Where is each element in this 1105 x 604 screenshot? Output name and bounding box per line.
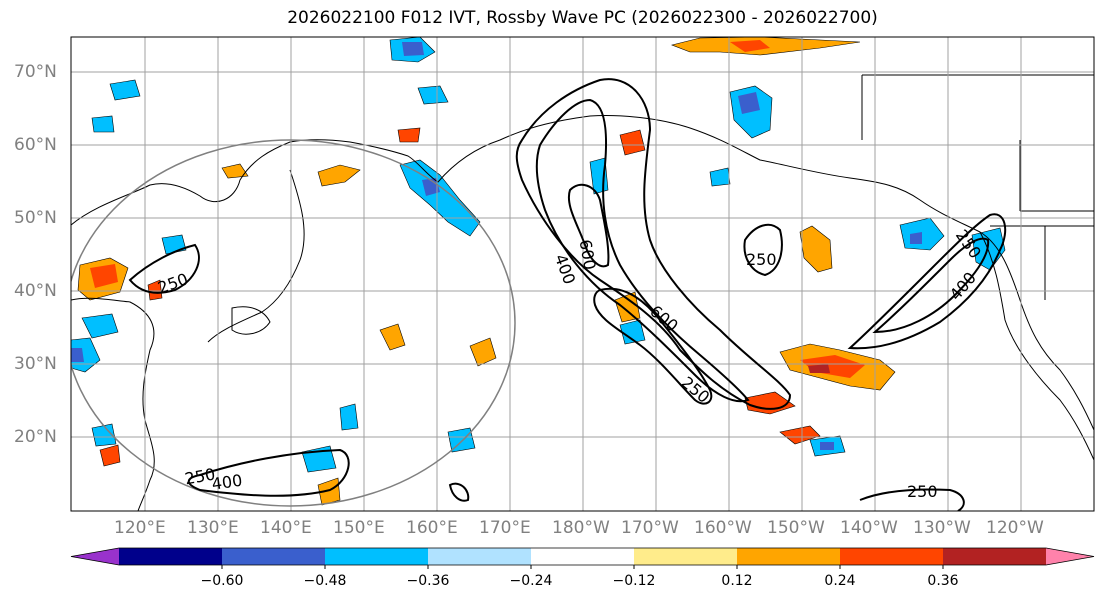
colorbar-swatch <box>531 548 634 565</box>
lon-label: 180°W <box>552 518 610 538</box>
colorbar-swatch <box>119 548 222 565</box>
colorbar-swatch <box>325 548 428 565</box>
rossby-contours <box>128 78 1007 511</box>
lon-label: 130°W <box>913 518 971 538</box>
colorbar-tick-label: 0.36 <box>927 573 959 589</box>
colorbar-swatch <box>634 548 737 565</box>
lon-label: 120°W <box>986 518 1044 538</box>
lon-label: 150°E <box>333 518 385 538</box>
map-frame <box>70 36 1095 512</box>
colorbar-extension-max <box>1046 548 1094 565</box>
ivt-positive-anomalies <box>77 37 896 506</box>
lat-label: 70°N <box>14 62 57 82</box>
lon-label: 130°E <box>187 518 239 538</box>
lon-label: 160°W <box>694 518 752 538</box>
ivt-negative-anomalies <box>71 37 1006 473</box>
lon-label: 150°W <box>767 518 825 538</box>
lon-label: 170°E <box>479 518 531 538</box>
colorbar-tick-label: −0.48 <box>303 573 347 589</box>
contour-label: 250 <box>907 482 938 501</box>
colorbar-tick-label: 0.24 <box>824 573 856 589</box>
lat-label: 20°N <box>14 427 57 447</box>
colorbar <box>70 547 1095 569</box>
coastlines <box>71 74 1094 511</box>
colorbar-swatch <box>737 548 840 565</box>
lat-label: 50°N <box>14 208 57 228</box>
contour-label: 250 <box>746 250 777 269</box>
lat-label: 30°N <box>14 354 57 374</box>
colorbar-swatch <box>943 548 1046 565</box>
contour-label: 400 <box>211 471 244 494</box>
colorbar-swatch <box>840 548 943 565</box>
lon-label: 140°W <box>840 518 898 538</box>
colorbar-outline <box>70 547 1095 566</box>
lon-label: 170°W <box>621 518 679 538</box>
lon-label: 140°E <box>260 518 312 538</box>
colorbar-tick-label: −0.24 <box>509 573 553 589</box>
lat-label: 40°N <box>14 281 57 301</box>
colorbar-swatch <box>428 548 531 565</box>
map-title: 2026022100 F012 IVT, Rossby Wave PC (202… <box>287 8 878 28</box>
colorbar-tick-label: −0.60 <box>200 573 244 589</box>
colorbar-swatch <box>222 548 325 565</box>
colorbar-extension-min <box>71 548 119 565</box>
colorbar-tick-label: −0.36 <box>406 573 450 589</box>
colorbar-tick-label: 0.12 <box>721 573 753 589</box>
lon-label: 120°E <box>114 518 166 538</box>
colorbar-tick-label: −0.12 <box>612 573 656 589</box>
region-ellipse <box>71 139 516 507</box>
lon-label: 160°E <box>406 518 458 538</box>
lat-label: 60°N <box>14 135 57 155</box>
